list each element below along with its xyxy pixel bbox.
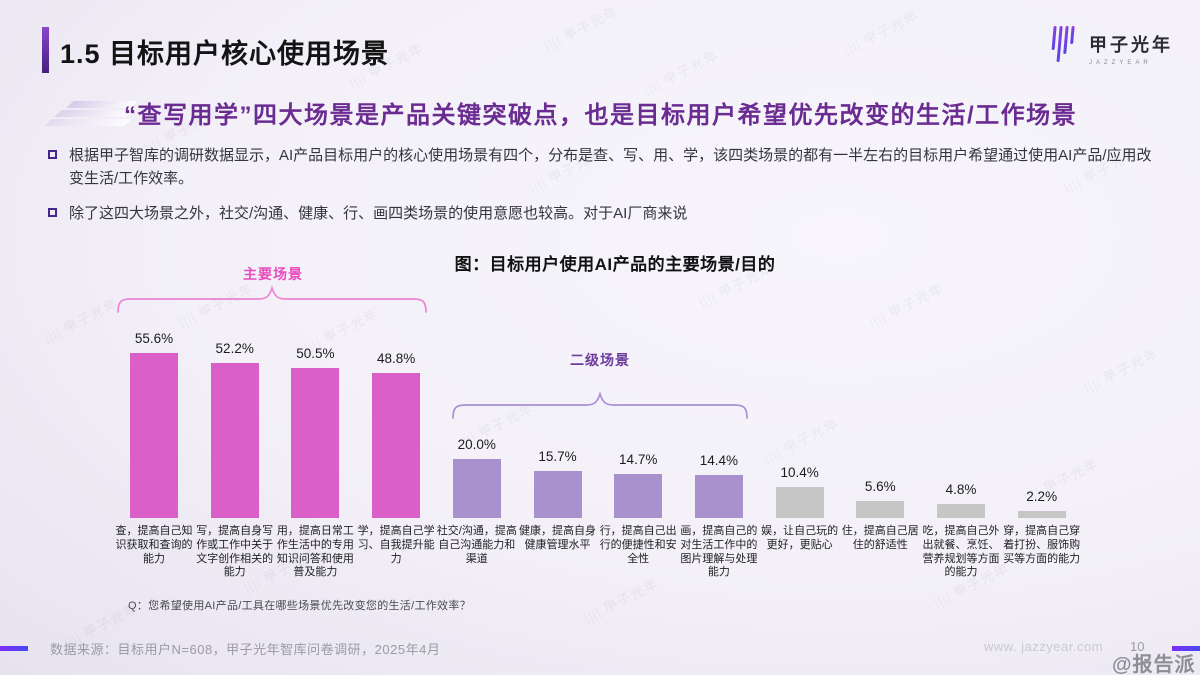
bar [533,471,582,518]
bar-category-label: 查，提高自己知识获取和查询的能力 [115,525,193,565]
bar [856,501,905,518]
subtitle-decoration [44,99,138,127]
bar-value-label: 2.2% [1026,489,1058,504]
chart-title: 图：目标用户使用AI产品的主要场景/目的 [454,255,776,274]
footer-accent-left [0,646,28,651]
bar-value-label: 4.8% [945,482,977,497]
brand-logo-text: 甲子光年 [1089,35,1173,55]
bar [291,368,340,518]
bar-category-label: 娱，让自己玩的更好，更贴心 [761,525,839,551]
bar-category-label: 行，提高自己出行的便捷性和安全性 [599,525,677,565]
bullet-square-icon [48,150,57,159]
page-number: 10 [1130,639,1145,654]
survey-question-note: Q：您希望使用AI产品/工具在哪些场景优先改变您的生活/工作效率？ [128,600,471,612]
brand-watermark: 甲子光年 [540,0,622,54]
bar [1017,511,1066,518]
bar-category-label: 画，提高自己的对生活工作中的图片理解与处理能力 [680,525,758,579]
bullet-text: 除了这四大场景之外，社交/沟通、健康、行、画四类场景的使用意愿也较高。对于AI厂… [69,205,688,222]
bar [775,487,824,518]
main-group-brace [117,285,427,313]
group-label-secondary-scenarios: 二级场景 [570,352,630,368]
channel-watermark: @报告派 [1112,654,1196,675]
bar-category-label: 住，提高自己居住的舒适性 [841,525,919,551]
bar-value-label: 10.4% [780,465,819,480]
brand-logo: 甲子光年 JAZZYEAR [1048,22,1173,71]
bar [937,504,985,518]
bar-value-label: 52.2% [215,341,254,356]
bar [130,353,178,518]
bar-category-label: 吃，提高自己外出就餐、烹饪、营养规划等方面的能力 [922,525,1000,579]
brand-watermark: 甲子光年 [840,4,922,58]
bar-value-label: 55.6% [134,331,174,346]
brand-logo-subtext: JAZZYEAR [1089,60,1152,66]
key-finding-subtitle: “查写用学”四大场景是产品关键突破点，也是目标用户希望优先改变的生活/工作场景 [124,102,1078,129]
bar-value-label: 20.0% [457,437,496,452]
brand-watermark: 甲子光年 [1080,342,1162,396]
bullet-square-icon [48,208,57,217]
bullet-item: 根据甲子智库的调研数据显示，AI产品目标用户的核心使用场景有四个，分布是查、写、… [48,145,1166,190]
bar [452,459,501,518]
bar-value-label: 50.5% [296,346,335,361]
bar-category-label: 健康，提高自身健康管理水平 [519,525,596,551]
secondary-group-brace [452,391,748,419]
bar-value-label: 14.4% [699,453,739,468]
bar-value-label: 15.7% [538,449,577,464]
bar-category-label: 写，提高自身写作或工作中关于文字创作相关的能力 [196,525,274,579]
page-title: 1.5 目标用户核心使用场景 [60,39,390,69]
bar-category-label: 用，提高日常工作生活中的专用知识问答和使用普及能力 [276,525,354,579]
bar [372,373,421,518]
bullet-list: 根据甲子智库的调研数据显示，AI产品目标用户的核心使用场景有四个，分布是查、写、… [48,145,1166,226]
brand-watermark: 甲子光年 [175,277,257,331]
bullet-text: 根据甲子智库的调研数据显示，AI产品目标用户的核心使用场景有四个，分布是查、写、… [69,147,1152,187]
brand-logo-icon [1048,22,1080,71]
brand-watermark: 甲子光年 [760,412,842,466]
bar [614,474,663,518]
bar-category-label: 社交/沟通，提高自己沟通能力和渠道 [436,525,517,565]
bar-category-label: 穿，提高自己穿着打扮、服饰购买等方面的能力 [1003,525,1081,565]
bar-value-label: 5.6% [864,479,896,494]
brand-watermark: 甲子光年 [580,572,662,626]
title-accent-bar [42,27,49,73]
bar [210,363,259,518]
brand-watermark: 甲子光年 [640,44,722,98]
bullet-item: 除了这四大场景之外，社交/沟通、健康、行、画四类场景的使用意愿也较高。对于AI厂… [48,203,1166,226]
bar [694,475,743,518]
footer-accent-right [1172,646,1200,651]
footer-website: www. jazzyear.com [984,639,1104,654]
bar-value-label: 14.7% [619,452,658,467]
brand-watermark: 甲子光年 [865,277,947,331]
group-label-main-scenarios: 主要场景 [243,266,303,282]
data-source-note: 数据来源：目标用户N=608，甲子光年智库问卷调研，2025年4月 [50,642,441,657]
bar-category-label: 学，提高自己学习、自我提升能力 [357,525,435,565]
brand-watermark: 甲子光年 [40,292,122,346]
bar-value-label: 48.8% [376,351,416,366]
